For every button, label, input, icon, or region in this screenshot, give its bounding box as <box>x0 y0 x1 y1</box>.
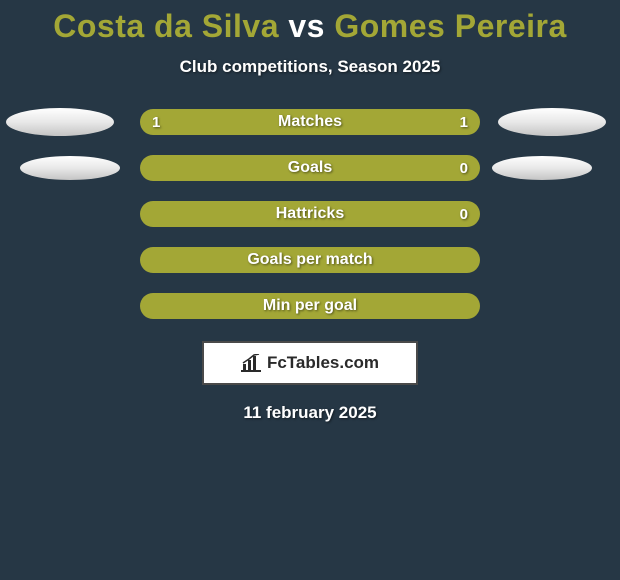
stat-bar: Hattricks 0 <box>140 201 480 227</box>
player1-name: Costa da Silva <box>53 8 279 44</box>
subtitle: Club competitions, Season 2025 <box>0 57 620 77</box>
chart-icon <box>241 354 261 372</box>
stat-bar: Min per goal <box>140 293 480 319</box>
stat-label: Hattricks <box>276 205 344 223</box>
vs-separator: vs <box>288 8 325 44</box>
page-title: Costa da Silva vs Gomes Pereira <box>0 8 620 45</box>
player2-name: Gomes Pereira <box>334 8 566 44</box>
stat-label: Matches <box>278 113 342 131</box>
player1-badge <box>20 156 120 180</box>
stat-bar: 1 Matches 1 <box>140 109 480 135</box>
stat-value-left: 1 <box>152 114 160 131</box>
stat-value-right: 0 <box>460 160 468 177</box>
source-logo[interactable]: FcTables.com <box>202 341 418 385</box>
stat-label: Goals per match <box>247 251 372 269</box>
stat-label: Goals <box>288 159 332 177</box>
player1-badge <box>6 108 114 136</box>
player2-badge <box>492 156 592 180</box>
stat-label: Min per goal <box>263 297 357 315</box>
stat-bar: Goals per match <box>140 247 480 273</box>
comparison-card: Costa da Silva vs Gomes Pereira Club com… <box>0 0 620 423</box>
stat-value-right: 0 <box>460 206 468 223</box>
stat-bar: Goals 0 <box>140 155 480 181</box>
stat-row-goals: Goals 0 <box>0 155 620 181</box>
stats-rows: 1 Matches 1 Goals 0 Hattricks 0 <box>0 109 620 319</box>
stat-row-min-per-goal: Min per goal <box>0 293 620 319</box>
stat-value-right: 1 <box>460 114 468 131</box>
stat-row-hattricks: Hattricks 0 <box>0 201 620 227</box>
player2-badge <box>498 108 606 136</box>
date-label: 11 february 2025 <box>0 403 620 423</box>
stat-row-goals-per-match: Goals per match <box>0 247 620 273</box>
logo-text: FcTables.com <box>267 353 379 373</box>
stat-row-matches: 1 Matches 1 <box>0 109 620 135</box>
